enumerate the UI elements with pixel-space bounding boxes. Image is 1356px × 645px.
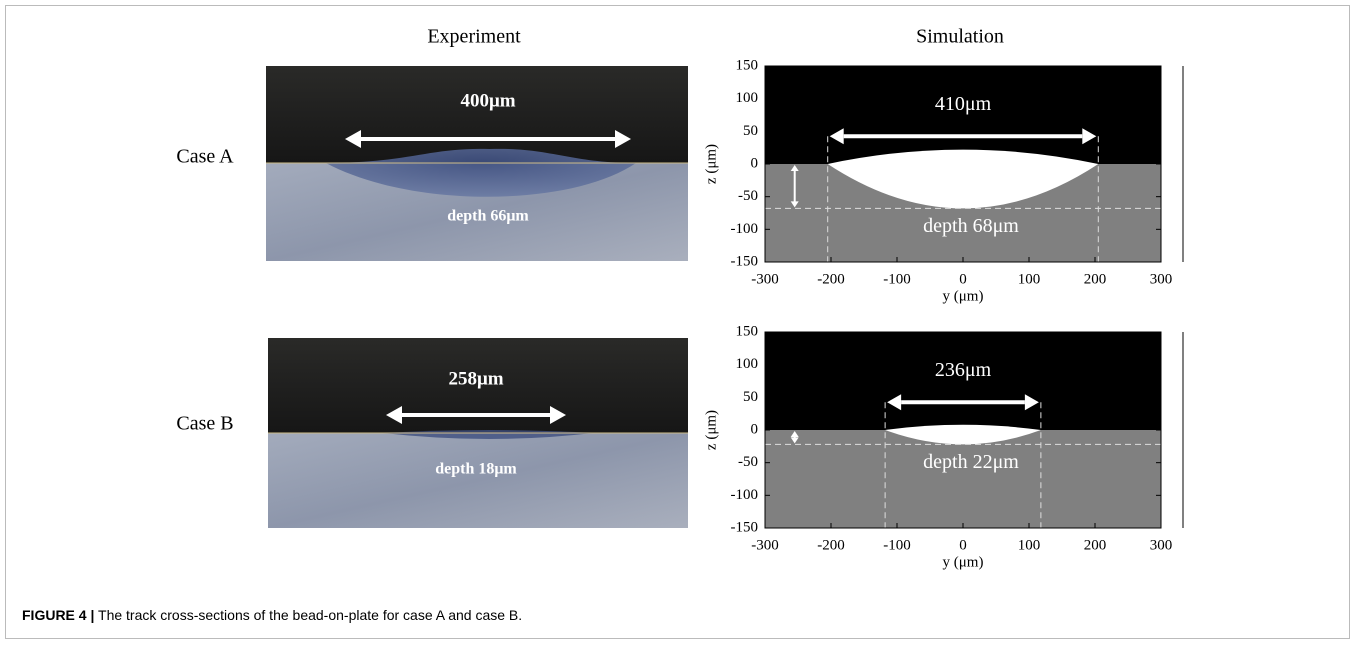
y-tick-label: 0 <box>751 421 759 437</box>
arrow-head <box>790 165 799 171</box>
x-tick-label: -300 <box>751 271 779 287</box>
x-tick-label: 300 <box>1150 271 1173 287</box>
arrow-head <box>615 130 631 148</box>
sim-depth-label: depth 22μm <box>923 451 1019 473</box>
x-tick-label: -200 <box>817 537 845 553</box>
case-label: Case B <box>176 413 233 435</box>
substrate <box>765 430 1161 528</box>
y-axis-label: z (μm) <box>703 144 719 184</box>
y-tick-label: 100 <box>736 90 759 106</box>
column-title: Experiment <box>427 26 521 48</box>
x-tick-label: 0 <box>959 537 967 553</box>
sim-width-label: 410μm <box>935 93 992 115</box>
photo-bottom <box>268 433 688 528</box>
sim-depth-label: depth 68μm <box>923 215 1019 237</box>
arrow-head <box>550 406 566 424</box>
sim-width-label: 236μm <box>935 359 992 381</box>
x-tick-label: 0 <box>959 271 967 287</box>
caption-label: FIGURE 4 | <box>22 607 94 623</box>
y-tick-label: -150 <box>731 253 759 269</box>
y-tick-label: -100 <box>731 487 759 503</box>
solid-region <box>765 66 1161 164</box>
depth-label: depth 18μm <box>435 461 517 478</box>
photo-top <box>268 338 688 433</box>
arrow-head <box>829 128 844 145</box>
y-tick-label: -100 <box>731 221 759 237</box>
caption: FIGURE 4 | The track cross-sections of t… <box>22 607 522 623</box>
figure-border <box>5 5 1350 639</box>
x-tick-label: 300 <box>1150 537 1173 553</box>
depth-label: depth 66μm <box>447 208 529 225</box>
arrow-head <box>1024 394 1039 411</box>
photo-top <box>266 66 688 163</box>
width-label: 258μm <box>448 368 503 389</box>
y-tick-label: 150 <box>736 57 759 73</box>
x-tick-label: -100 <box>883 537 911 553</box>
arrow-head <box>887 394 902 411</box>
x-axis-label: y (μm) <box>943 554 984 570</box>
y-tick-label: 150 <box>736 323 759 339</box>
arrow-head <box>790 201 799 208</box>
arrow-head <box>386 406 402 424</box>
x-tick-label: 200 <box>1084 537 1107 553</box>
caption-text: The track cross-sections of the bead-on-… <box>98 607 522 623</box>
x-tick-label: -300 <box>751 537 779 553</box>
y-tick-label: -150 <box>731 519 759 535</box>
melt-track <box>885 424 1041 445</box>
width-label: 400μm <box>460 90 515 111</box>
x-tick-label: 200 <box>1084 271 1107 287</box>
x-tick-label: -200 <box>817 271 845 287</box>
y-tick-label: -50 <box>738 454 758 470</box>
column-title: Simulation <box>916 26 1004 48</box>
x-tick-label: 100 <box>1018 271 1041 287</box>
y-axis-label: z (μm) <box>703 410 719 450</box>
x-tick-label: -100 <box>883 271 911 287</box>
melt-track <box>827 149 1099 209</box>
arrow-head <box>345 130 361 148</box>
y-tick-label: -50 <box>738 188 758 204</box>
y-tick-label: 50 <box>743 123 758 139</box>
melt-pool <box>326 148 636 197</box>
y-tick-label: 0 <box>751 155 759 171</box>
y-tick-label: 100 <box>736 356 759 372</box>
x-tick-label: 100 <box>1018 537 1041 553</box>
arrow-head <box>1082 128 1097 145</box>
y-tick-label: 50 <box>743 389 758 405</box>
arrow-head <box>790 437 799 444</box>
case-label: Case A <box>176 146 234 168</box>
x-axis-label: y (μm) <box>943 288 984 304</box>
solid-region <box>765 332 1161 430</box>
arrow-head <box>790 431 799 437</box>
